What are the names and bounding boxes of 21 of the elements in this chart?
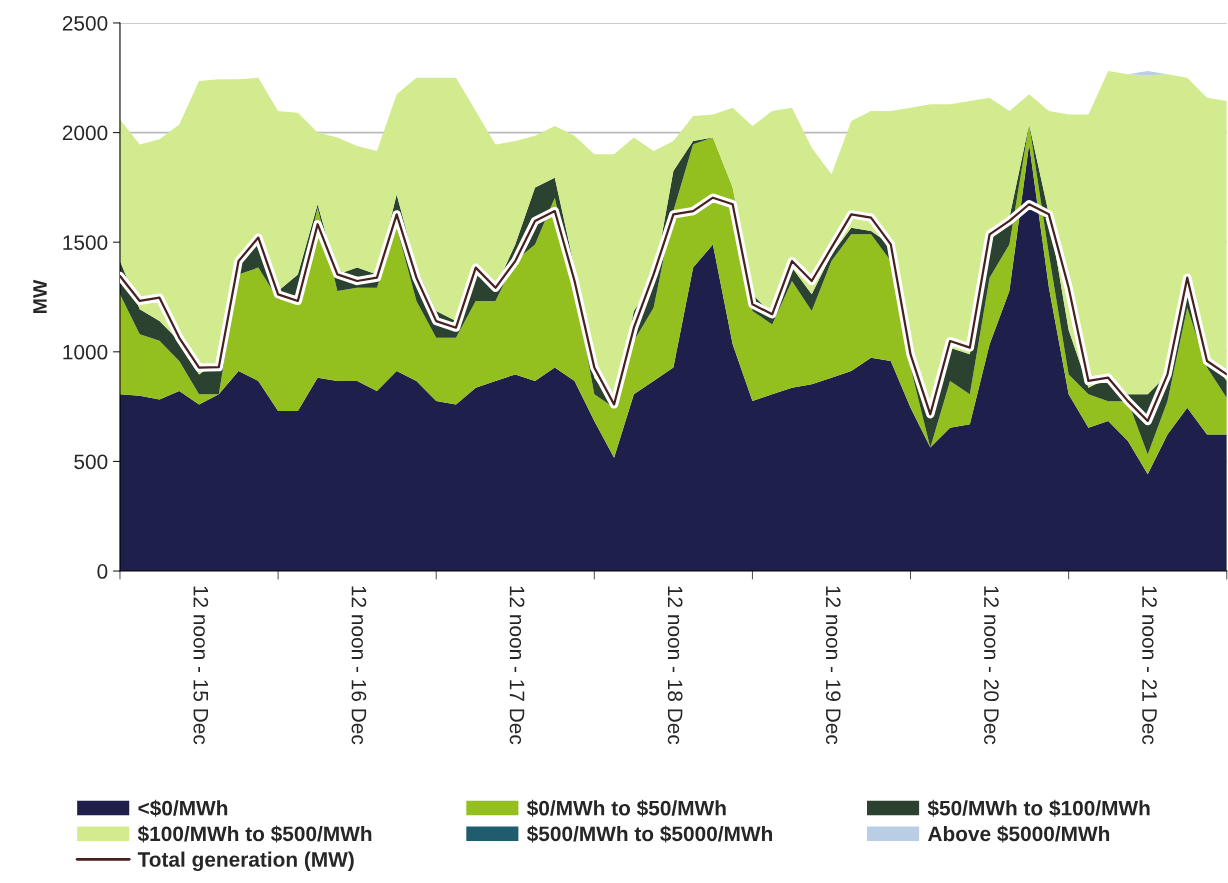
- legend-label: $500/MWh to $5000/MWh: [526, 825, 773, 843]
- legend-label: $50/MWh to $100/MWh: [927, 799, 1150, 817]
- legend-label: $100/MWh to $500/MWh: [137, 825, 372, 843]
- x-tick-label: 12 noon - 16 Dec: [351, 586, 367, 745]
- legend-label: Total generation (MW): [137, 851, 354, 872]
- x-tick-label: 12 noon - 15 Dec: [193, 586, 209, 745]
- x-tick-label: 12 noon - 18 Dec: [667, 586, 683, 745]
- y-tick-label: 500: [74, 454, 108, 470]
- y-tick-label: 0: [97, 564, 108, 579]
- x-tick-label: 12 noon - 17 Dec: [509, 586, 525, 745]
- y-tick-label: 1500: [63, 235, 108, 250]
- x-tick-label: 12 noon - 20 Dec: [984, 586, 999, 745]
- legend-label: <$0/MWh: [138, 799, 228, 817]
- legend-label: $0/MWh to $50/MWh: [526, 799, 726, 817]
- y-axis-title: MW: [33, 279, 47, 313]
- y-tick-label: 2000: [62, 125, 108, 141]
- x-tick-label: 12 noon - 19 Dec: [825, 586, 841, 745]
- legend-label: Above $5000/MWh: [927, 825, 1110, 843]
- x-tick-label: 12 noon - 21 Dec: [1142, 586, 1157, 745]
- y-tick-label: 1000: [63, 344, 108, 360]
- y-tick-label: 2500: [62, 15, 108, 31]
